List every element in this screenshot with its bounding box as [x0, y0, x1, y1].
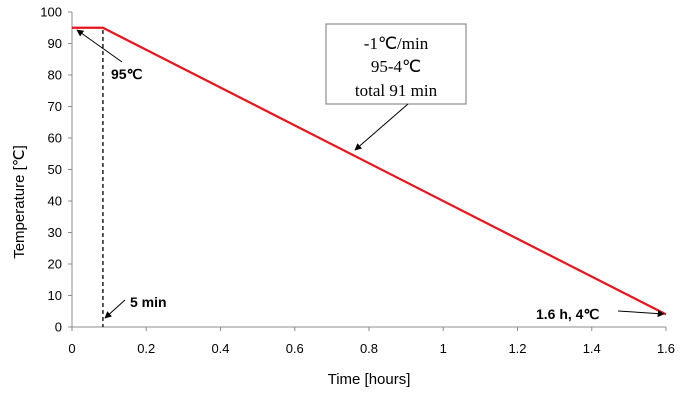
x-tick-label: 0.2 [137, 341, 155, 356]
y-tick-label: 80 [48, 68, 62, 83]
rate-annotation-line-2: 95-4℃ [371, 57, 421, 76]
y-tick-label: 40 [48, 194, 62, 209]
y-tick-label: 20 [48, 257, 62, 272]
hold-time-arrow [104, 299, 126, 319]
y-tick-label: 10 [48, 288, 62, 303]
rate-annotation-line-3: total 91 min [355, 81, 438, 100]
rate-annotation-arrow [354, 103, 409, 151]
x-tick-label: 0.6 [286, 341, 304, 356]
y-ticks: 0 10 20 30 40 50 60 70 80 90 100 [40, 5, 72, 335]
y-tick-label: 30 [48, 225, 62, 240]
rate-annotation-box [325, 23, 467, 105]
series-layer [72, 26, 667, 316]
x-tick-label: 0 [68, 341, 75, 356]
x-tick-label: 1.4 [583, 341, 601, 356]
start-temperature-label: 95℃ [111, 66, 143, 82]
y-tick-label: 70 [48, 99, 62, 114]
x-tick-label: 1 [440, 341, 447, 356]
hold-time-label: 5 min [130, 294, 167, 310]
y-tick-label: 60 [48, 131, 62, 146]
y-tick-label: 50 [48, 162, 62, 177]
y-axis-title: Temperature [℃] [11, 145, 28, 259]
x-tick-label: 0.8 [360, 341, 378, 356]
x-tick-label: 1.2 [508, 341, 526, 356]
temperature-series-line [72, 26, 667, 316]
x-axis-title: Time [hours] [328, 371, 411, 388]
x-tick-label: 0.4 [211, 341, 229, 356]
end-point-label: 1.6 h, 4℃ [536, 306, 599, 322]
start-temperature-arrow [76, 29, 123, 63]
end-point-arrow [617, 310, 665, 318]
y-tick-label: 100 [40, 5, 62, 20]
rate-annotation-line-1: -1℃/min [364, 34, 429, 53]
x-tick-label: 1.6 [657, 341, 675, 356]
x-ticks: 0 0.2 0.4 0.6 0.8 1 1.2 1.4 1.6 [68, 327, 675, 356]
y-tick-label: 90 [48, 36, 62, 51]
y-tick-label: 0 [55, 320, 62, 335]
